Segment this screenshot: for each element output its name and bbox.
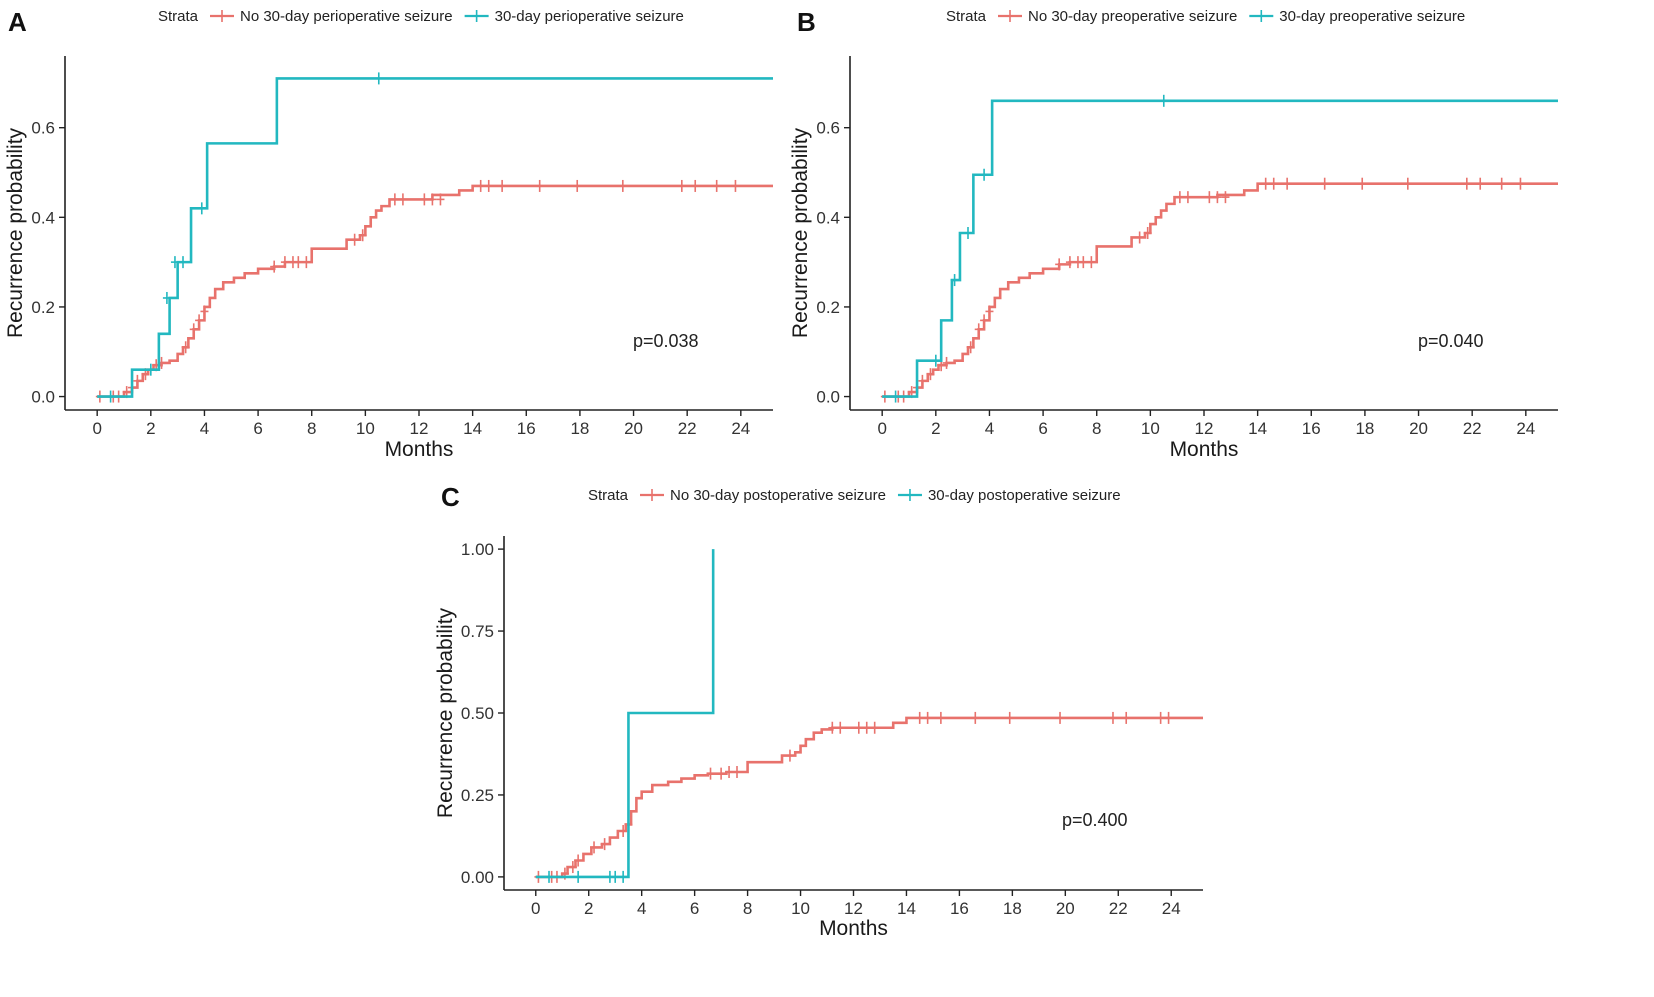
legend-entry: No 30-day perioperative seizure [240,8,453,25]
km-step-line [882,99,1558,398]
x-tick-label: 6 [1038,419,1047,438]
x-tick-label: 14 [897,899,916,918]
y-axis-label: Recurrence probability [4,127,27,338]
x-tick-label: 10 [791,899,810,918]
y-axis-label: Recurrence probability [434,607,457,818]
x-tick-label: 16 [517,419,536,438]
y-tick-label: 0.6 [31,119,55,138]
x-tick-label: 6 [690,899,699,918]
series-no-seizure [880,177,1558,403]
x-tick-label: 16 [950,899,969,918]
x-tick-label: 0 [531,899,540,918]
x-tick-label: 24 [731,419,750,438]
x-tick-label: 0 [92,419,101,438]
y-tick-label: 0.50 [461,704,494,723]
panel-letter: A [8,7,27,37]
km-step-line [97,77,773,398]
x-tick-label: 2 [584,899,593,918]
legend: Strata No 30-day perioperative seizure 30-… [158,8,684,25]
x-tick-label: 20 [624,419,643,438]
km-step-line [535,716,1203,879]
x-tick-label: 0 [877,419,886,438]
y-tick-label: 0.4 [31,208,55,227]
x-tick-label: 22 [1109,899,1128,918]
series-seizure [535,549,715,883]
legend-title: Strata [588,487,629,504]
x-tick-label: 4 [200,419,209,438]
y-tick-label: 0.0 [31,388,55,407]
x-tick-label: 24 [1162,899,1181,918]
y-tick-label: 1.00 [461,540,494,559]
x-tick-label: 2 [146,419,155,438]
y-axis-label: Recurrence probability [789,127,812,338]
x-tick-label: 10 [1141,419,1160,438]
x-tick-label: 22 [678,419,697,438]
x-axis-label: Months [385,438,454,461]
x-tick-label: 12 [844,899,863,918]
p-value-annotation: p=0.040 [1418,331,1484,351]
legend-entry: 30-day preoperative seizure [1279,8,1465,25]
y-tick-label: 0.2 [816,298,840,317]
y-tick-label: 0.4 [816,208,840,227]
x-tick-label: 20 [1409,419,1428,438]
p-value-annotation: p=0.038 [633,331,699,351]
x-tick-label: 12 [410,419,429,438]
legend-entry: 30-day perioperative seizure [495,8,684,25]
legend-title: Strata [946,8,987,25]
x-tick-label: 12 [1195,419,1214,438]
x-tick-label: 20 [1056,899,1075,918]
x-tick-label: 8 [743,899,752,918]
legend-entry: No 30-day postoperative seizure [670,487,886,504]
y-tick-label: 0.25 [461,786,494,805]
legend: Strata No 30-day postoperative seizure 30-… [588,487,1121,504]
x-tick-label: 8 [307,419,316,438]
x-tick-label: 14 [463,419,482,438]
y-tick-label: 0.2 [31,298,55,317]
y-tick-label: 0.6 [816,119,840,138]
x-tick-label: 2 [931,419,940,438]
x-axis-label: Months [819,917,888,940]
x-tick-label: 18 [1355,419,1374,438]
x-tick-label: 6 [253,419,262,438]
x-axis-label: Months [1170,438,1239,461]
x-tick-label: 8 [1092,419,1101,438]
series-seizure [882,94,1558,403]
x-tick-label: 14 [1248,419,1267,438]
series-seizure [97,72,773,403]
y-tick-label: 0.00 [461,868,494,887]
x-tick-label: 24 [1516,419,1535,438]
x-tick-label: 4 [985,419,994,438]
km-step-line [535,549,715,879]
series-no-seizure [95,179,773,403]
x-tick-label: 4 [637,899,646,918]
km-step-line [882,182,1558,398]
panel-b: B Strata No 30-day preoperative seizure 30-… [789,7,1558,461]
legend-entry: 30-day postoperative seizure [928,487,1121,504]
x-tick-label: 10 [356,419,375,438]
panel-c: C Strata No 30-day postoperative seizure 30… [434,482,1203,940]
legend: Strata No 30-day preoperative seizure 30-d… [946,8,1465,25]
legend-entry: No 30-day preoperative seizure [1028,8,1237,25]
series-no-seizure [534,711,1203,883]
panel-letter: C [441,482,460,512]
x-tick-label: 18 [570,419,589,438]
x-tick-label: 18 [1003,899,1022,918]
p-value-annotation: p=0.400 [1062,810,1128,830]
panel-letter: B [797,7,816,37]
panel-a: A Strata No 30-day perioperative seizure 30… [4,7,773,461]
y-tick-label: 0.0 [816,388,840,407]
km-step-line [97,184,773,398]
legend-title: Strata [158,8,199,25]
y-tick-label: 0.75 [461,622,494,641]
x-tick-label: 16 [1302,419,1321,438]
x-tick-label: 22 [1463,419,1482,438]
